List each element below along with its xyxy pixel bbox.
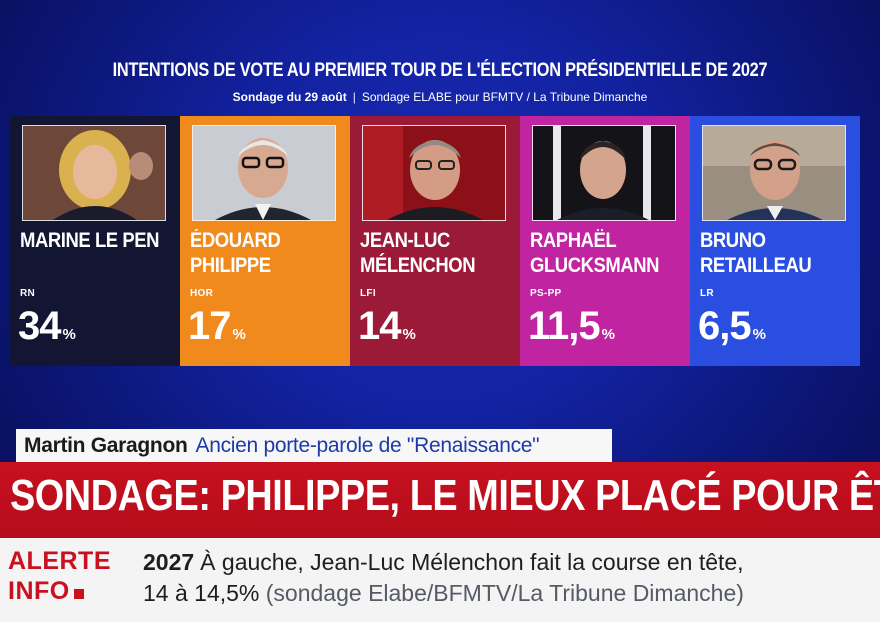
- ticker-text: 2027 À gauche, Jean-Luc Mélenchon fait la…: [143, 547, 880, 609]
- ticker-line1: À gauche, Jean-Luc Mélenchon fait la cou…: [200, 549, 744, 575]
- headline-banner: SONDAGE: PHILIPPE, LE MIEUX PLACÉ POUR Ê…: [0, 462, 880, 538]
- speaker-name-strap: Martin Garagnon Ancien porte-parole de "…: [16, 429, 612, 462]
- candidate-card-melenchon: JEAN-LUC MÉLENCHON LFI 14%: [350, 116, 520, 366]
- candidate-party: LFI: [360, 288, 376, 299]
- alert-info-label: ALERTE INFO: [8, 547, 111, 605]
- candidate-score: 11,5%: [528, 304, 615, 348]
- news-ticker: ALERTE INFO 2027 À gauche, Jean-Luc Mélen…: [0, 538, 880, 622]
- candidate-score: 34%: [18, 304, 76, 348]
- candidate-name: ÉDOUARD PHILIPPE: [190, 229, 281, 277]
- ticker-year: 2027: [143, 549, 195, 575]
- candidate-portrait: [22, 125, 166, 221]
- candidate-score: 17%: [188, 304, 246, 348]
- poll-subtitle: Sondage du 29 août | Sondage ELABE pour BF…: [0, 90, 880, 104]
- candidate-name: JEAN-LUC MÉLENCHON: [360, 229, 476, 277]
- candidate-party: RN: [20, 288, 36, 299]
- speaker-role: Ancien porte-parole de "Renaissance": [195, 433, 540, 457]
- headline-text: SONDAGE: PHILIPPE, LE MIEUX PLACÉ POUR Ê…: [10, 471, 880, 520]
- ticker-source: (sondage Elabe/BFMTV/La Tribune Dimanche…: [265, 580, 744, 606]
- poll-date: Sondage du 29 août: [232, 90, 347, 104]
- candidate-card-philippe: ÉDOUARD PHILIPPE HOR 17%: [180, 116, 350, 366]
- candidate-party: LR: [700, 288, 714, 299]
- speaker-name: Martin Garagnon: [24, 433, 188, 457]
- candidate-portrait: [702, 125, 846, 221]
- candidate-card-retailleau: BRUNO RETAILLEAU LR 6,5%: [690, 116, 860, 366]
- ticker-line2-start: 14 à 14,5%: [143, 580, 260, 606]
- candidate-name: BRUNO RETAILLEAU: [700, 229, 812, 277]
- candidate-score: 14%: [358, 304, 416, 348]
- candidate-party: HOR: [190, 288, 214, 299]
- candidate-portrait: [192, 125, 336, 221]
- candidate-name: RAPHAËL GLUCKSMANN: [530, 229, 660, 277]
- alert-square-icon: [73, 589, 84, 599]
- poll-title: INTENTIONS DE VOTE AU PREMIER TOUR DE L'…: [112, 60, 768, 81]
- candidate-score: 6,5%: [698, 304, 766, 348]
- candidate-card-le-pen: MARINE LE PEN RN 34%: [10, 116, 180, 366]
- subtitle-separator: |: [352, 90, 356, 104]
- poll-source: Sondage ELABE pour BFMTV / La Tribune Di…: [361, 90, 648, 104]
- candidate-name: MARINE LE PEN: [20, 229, 160, 252]
- candidate-portrait: [362, 125, 506, 221]
- candidate-portrait: [532, 125, 676, 221]
- candidate-card-glucksmann: RAPHAËL GLUCKSMANN PS-PP 11,5%: [520, 116, 690, 366]
- candidate-cards: MARINE LE PEN RN 34% ÉDOUARD PHILIPPE HOR…: [10, 116, 860, 366]
- candidate-party: PS-PP: [530, 288, 562, 299]
